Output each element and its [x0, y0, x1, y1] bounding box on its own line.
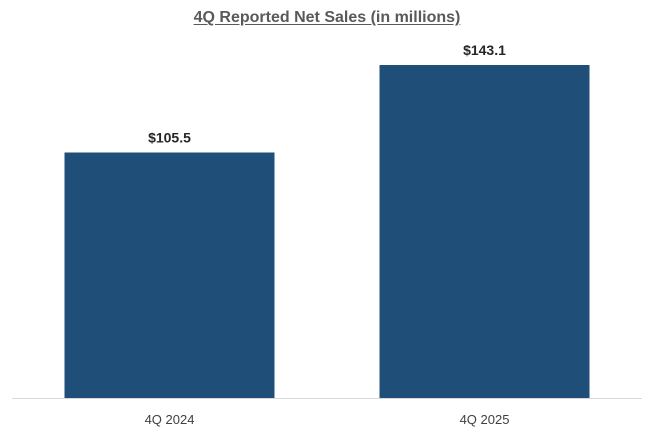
x-tick-label-2: 4Q 2025: [460, 412, 510, 427]
chart-title: 4Q Reported Net Sales (in millions): [193, 9, 461, 26]
data-label-1: $105.5: [148, 129, 191, 145]
bar-1: [64, 152, 275, 398]
x-tick-label-1: 4Q 2024: [145, 412, 195, 427]
data-label-2: $143.1: [463, 42, 506, 58]
bar-2: [379, 65, 590, 398]
